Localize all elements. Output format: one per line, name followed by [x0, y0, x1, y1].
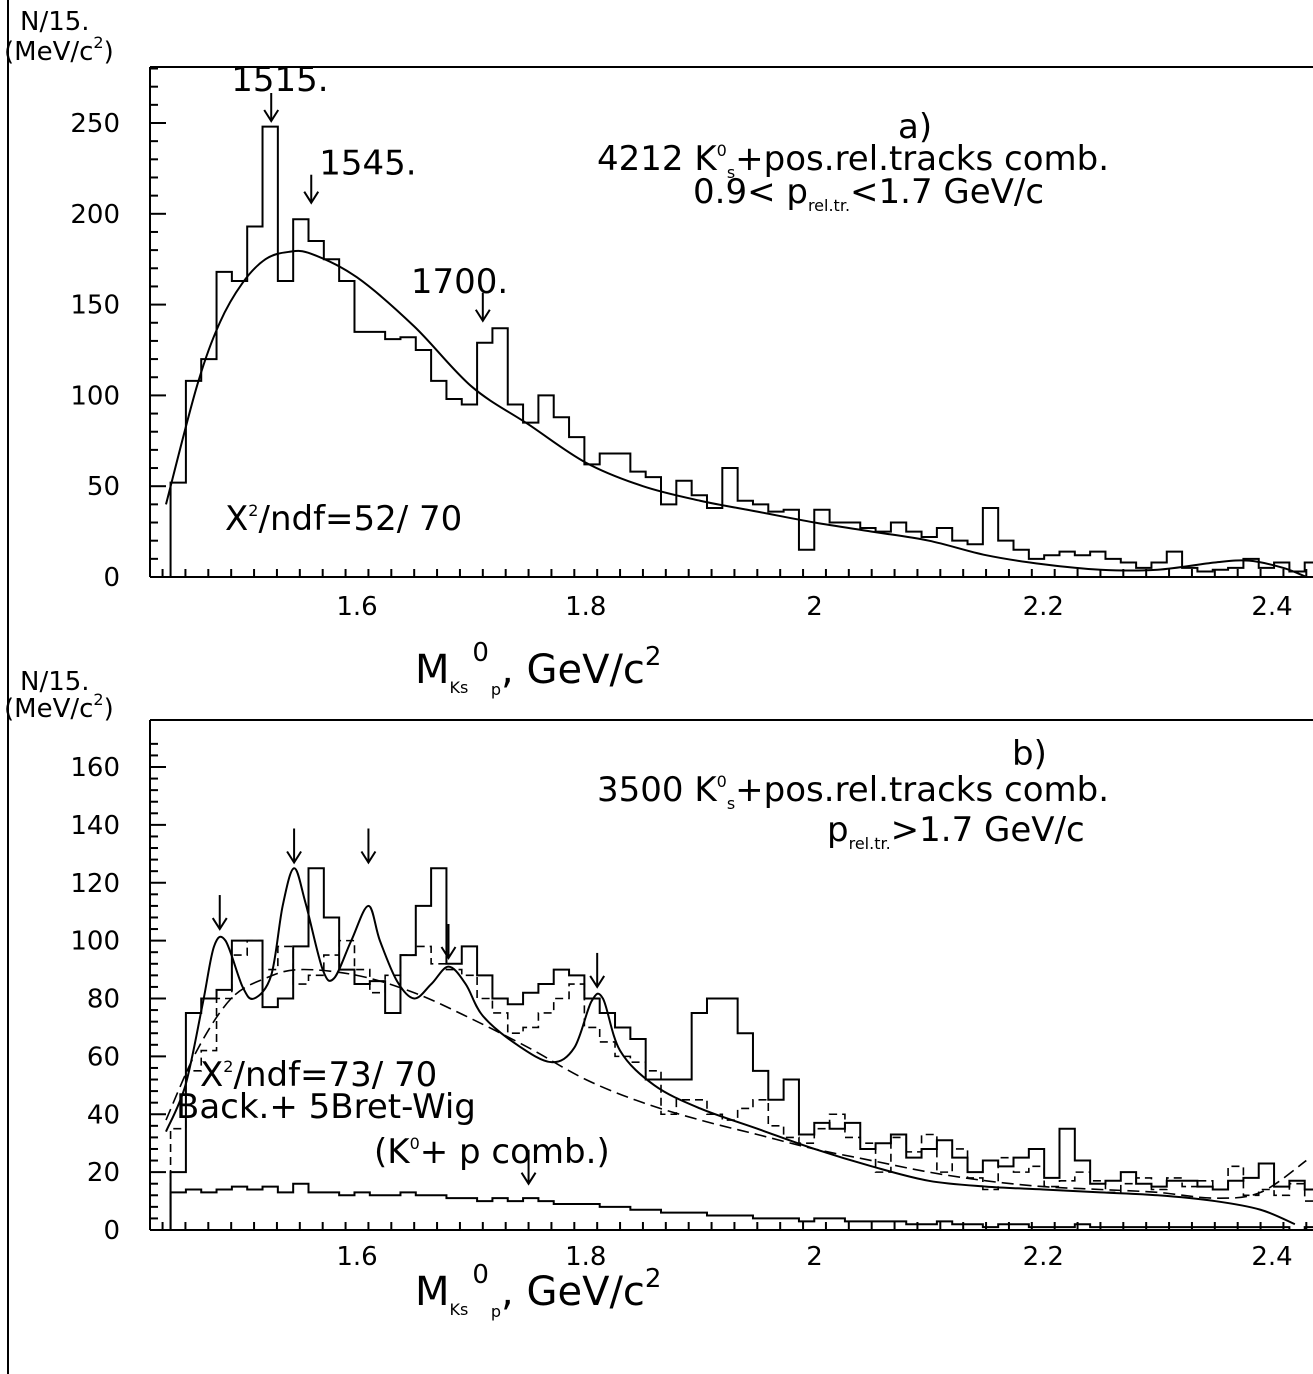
panel-b-y-tick-label: 60 [87, 1042, 120, 1072]
panel-a-y-tick-label: 200 [70, 200, 120, 230]
panel-a-y-tick-label: 150 [70, 291, 120, 321]
panel-b-peak-arrow-head [211, 917, 228, 931]
panel-b-annotation-line1: 3500 K0s+pos.rel.tracks comb. [597, 770, 1109, 813]
panel-a-plot: 1515. 1545. 1700. [165, 60, 1313, 577]
panel-b-peak-arrow-head [589, 975, 606, 989]
panel-a-annotation-line2: 0.9< prel.tr.<1.7 GeV/c [693, 172, 1044, 215]
panel-a-peak-label: 1515. [231, 60, 328, 100]
panel-b-series-group [165, 867, 1313, 1230]
panel-b-annotation-line2: prel.tr.>1.7 GeV/c [827, 810, 1085, 853]
panel-b-peak-arrow-head [440, 946, 457, 960]
panel-a-y-tick-label: 250 [70, 109, 120, 139]
panel-b-peak-arrow-head [360, 850, 377, 865]
panel-b-x-tick-label: 2.2 [1023, 1242, 1064, 1272]
panel-a-x-tick-label: 1.8 [565, 592, 606, 622]
panel-b-y-tick-label: 0 [103, 1216, 120, 1246]
panel-a-y-tick-label: 0 [103, 563, 120, 593]
panel-b-y-tick-label: 20 [87, 1158, 120, 1188]
panel-a-x-tick-label: 2.4 [1251, 592, 1292, 622]
panel-a-ticks: 1.6 1.8 2 2.2 2.4 0 50 100 150 200 250 [70, 67, 1308, 622]
panel-b-comb-label: (K0+ p comb.) [374, 1132, 610, 1172]
panel-a-x-tick-label: 2 [806, 592, 823, 622]
panel-a-chi2: X2/ndf=52/ 70 [225, 499, 462, 539]
panel-b: 1.6 1.8 2 2.2 2.4 0 20 40 60 80 100 120 140 160 N/15.… [4, 667, 1313, 1321]
panel-b-y-tick-label: 120 [70, 869, 120, 899]
panel-b-ylabel-top: N/15. [20, 667, 90, 697]
panel-b-y-tick-label: 40 [87, 1100, 120, 1130]
panel-a-fit-curve [165, 249, 1307, 577]
panel-b-x-tick-label: 1.8 [565, 1242, 606, 1272]
panel-a-peak-label: 1545. [319, 144, 416, 184]
panel-b-background-curve [165, 968, 1307, 1199]
panel-b-label: b) [1012, 734, 1047, 774]
panel-a-x-tick-label: 2.2 [1023, 592, 1064, 622]
panel-a-y-tick-label: 100 [70, 381, 120, 411]
panel-a-label: a) [898, 107, 932, 147]
panel-b-peak-arrow-head [520, 1172, 537, 1186]
panel-a-annotation-line1: 4212 K0s+pos.rel.tracks comb. [597, 139, 1109, 182]
panel-a-x-tick-label: 1.6 [336, 592, 377, 622]
panel-a-ylabel-bottom: (MeV/c2) [4, 33, 114, 67]
panel-a-peak-label: 1700. [411, 262, 508, 302]
panel-b-y-tick-label: 80 [87, 985, 120, 1015]
panel-a-histogram [169, 125, 1313, 577]
panel-a-xlabel: MKs0p, GeV/c2 [415, 638, 661, 699]
panel-b-y-tick-label: 160 [70, 753, 120, 783]
panel-b-xlabel: MKs0p, GeV/c2 [415, 1260, 661, 1321]
panel-b-chi2: X2/ndf=73/ 70 [200, 1055, 437, 1095]
panel-b-ylabel-bottom: (MeV/c2) [4, 690, 114, 724]
panel-a-y-tick-label: 50 [87, 472, 120, 502]
panel-b-fit-label: Back.+ 5Bret-Wig [176, 1087, 476, 1127]
panel-a-peak-arrow-head [303, 191, 320, 205]
panel-b-peak-arrow-head [286, 850, 302, 865]
panel-b-y-tick-label: 140 [70, 811, 120, 841]
panel-b-comb-histogram [169, 1182, 1313, 1230]
panel-b-fit-curve [165, 867, 1296, 1226]
panel-b-x-tick-label: 2.4 [1251, 1242, 1292, 1272]
panel-b-plot [165, 828, 1313, 1230]
panel-b-x-tick-label: 1.6 [336, 1242, 377, 1272]
panel-a-ylabel-top: N/15. [20, 7, 90, 37]
panel-a-series-group [165, 125, 1313, 577]
panel-b-histogram [169, 867, 1313, 1230]
panel-b-y-tick-label: 100 [70, 927, 120, 957]
panel-a-peak-arrow-head [263, 109, 280, 123]
panel-b-x-tick-label: 2 [806, 1242, 823, 1272]
panel-a-peak-arrow-head [474, 309, 491, 323]
